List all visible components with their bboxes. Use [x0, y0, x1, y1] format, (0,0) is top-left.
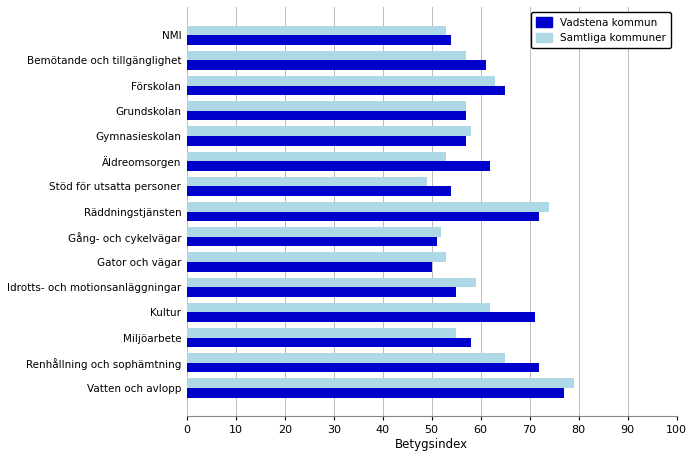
X-axis label: Betygsindex: Betygsindex: [395, 438, 468, 451]
Bar: [187, 51, 466, 60]
Bar: [187, 312, 534, 322]
Bar: [187, 303, 491, 312]
Bar: [187, 278, 475, 287]
Bar: [187, 252, 446, 262]
Bar: [187, 202, 549, 212]
Bar: [187, 76, 496, 86]
Bar: [187, 26, 446, 35]
Bar: [187, 152, 446, 161]
Bar: [187, 86, 505, 95]
Bar: [187, 126, 471, 136]
Legend: Vadstena kommun, Samtliga kommuner: Vadstena kommun, Samtliga kommuner: [531, 12, 671, 48]
Bar: [187, 60, 486, 70]
Bar: [187, 186, 451, 196]
Bar: [187, 388, 564, 398]
Bar: [187, 212, 539, 221]
Bar: [187, 262, 432, 272]
Bar: [187, 237, 437, 246]
Bar: [187, 177, 427, 186]
Bar: [187, 227, 441, 237]
Bar: [187, 161, 491, 171]
Bar: [187, 338, 471, 347]
Bar: [187, 353, 505, 363]
Bar: [187, 136, 466, 146]
Bar: [187, 378, 574, 388]
Bar: [187, 111, 466, 120]
Bar: [187, 35, 451, 45]
Bar: [187, 363, 539, 372]
Bar: [187, 287, 456, 297]
Bar: [187, 101, 466, 111]
Bar: [187, 328, 456, 338]
